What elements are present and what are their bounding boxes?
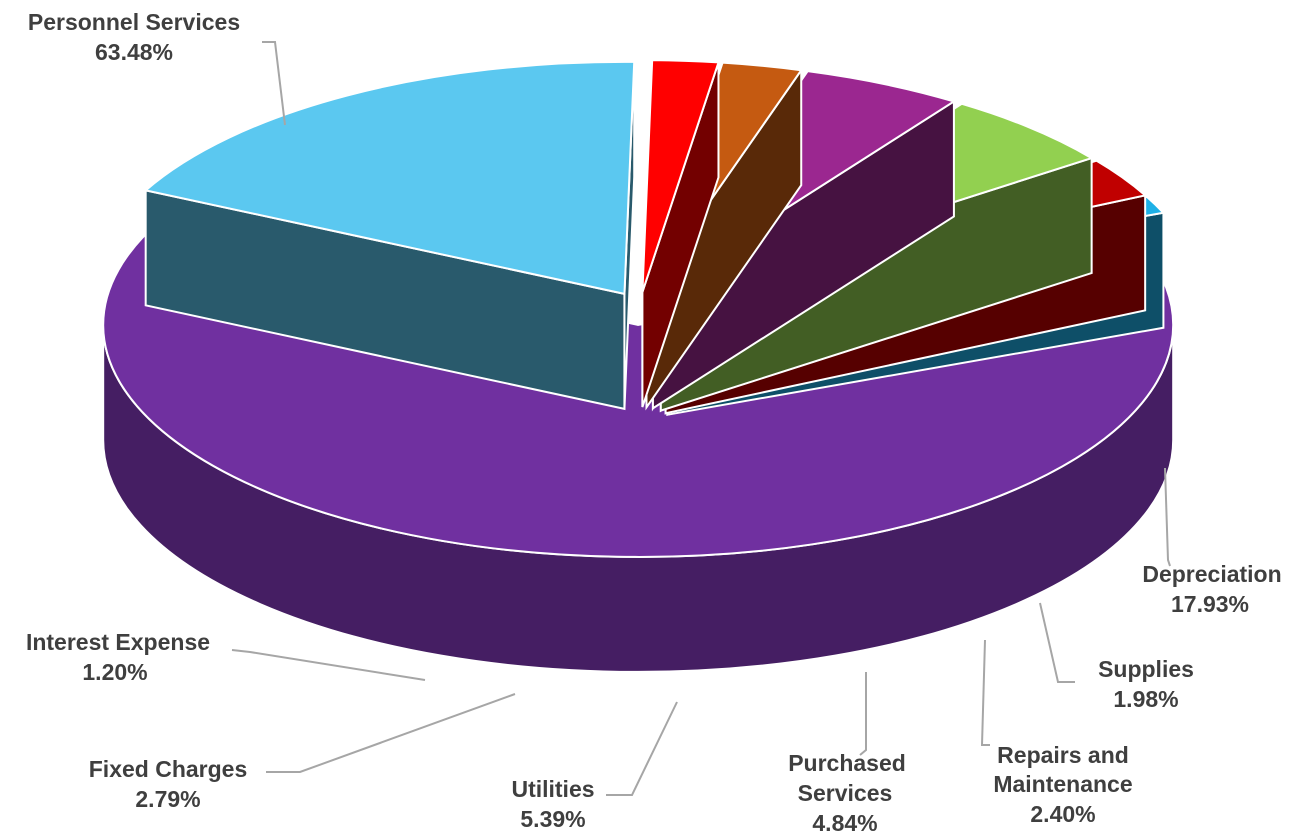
slice-depreciation (143, 60, 636, 411)
leader-line-utilities (606, 701, 678, 796)
slice-name-depreciation: Depreciation (1142, 561, 1281, 587)
label-supplies: Supplies 1.98% (1098, 656, 1194, 712)
slice-value-interest-expense: 1.20% (82, 659, 147, 685)
slice-name-supplies: Supplies (1098, 656, 1194, 682)
slice-top-supplies (641, 59, 720, 293)
leader-line-purchased-services (859, 672, 867, 756)
slice-name-utilities: Utilities (511, 776, 594, 802)
slice-value-repairs-and-maintenance: 2.40% (1030, 801, 1095, 827)
label-fixed-charges: Fixed Charges 2.79% (89, 756, 248, 812)
slice-name-purchased-services-line2: Services (798, 780, 893, 806)
leader-line-personnel-services (262, 41, 286, 126)
leader-line-supplies (1039, 602, 1075, 683)
slice-value-fixed-charges: 2.79% (135, 786, 200, 812)
label-personnel-services: Personnel Services 63.48% (28, 9, 240, 65)
leader-line-fixed-charges (266, 693, 516, 773)
slice-name-fixed-charges: Fixed Charges (89, 756, 248, 782)
slice-supplies (641, 59, 720, 408)
slice-name-purchased-services: Purchased (788, 750, 906, 776)
label-interest-expense: Interest Expense 1.20% (26, 629, 210, 685)
slice-name-repairs-and-maintenance-line2: Maintenance (993, 771, 1132, 797)
slice-value-personnel-services: 63.48% (95, 39, 173, 65)
slice-value-depreciation: 17.93% (1171, 591, 1249, 617)
pie-slices (102, 59, 1175, 673)
label-utilities: Utilities 5.39% (511, 776, 594, 832)
slice-value-purchased-services: 4.84% (812, 810, 877, 836)
label-depreciation: Depreciation 17.93% (1142, 561, 1281, 617)
leader-line-depreciation (1164, 467, 1171, 567)
leader-line-interest-expense (231, 649, 426, 681)
slice-name-repairs-and-maintenance: Repairs and (997, 742, 1129, 768)
leader-lines (231, 41, 1171, 796)
slice-value-supplies: 1.98% (1113, 686, 1178, 712)
label-repairs-and-maintenance: Repairs and Maintenance 2.40% (993, 742, 1132, 827)
slice-name-personnel-services: Personnel Services (28, 9, 240, 35)
slice-value-utilities: 5.39% (520, 806, 585, 832)
label-purchased-services: Purchased Services 4.84% (788, 750, 906, 836)
leader-line-repairs-and-maintenance (980, 639, 990, 746)
slice-top-depreciation (143, 60, 636, 296)
slice-name-interest-expense: Interest Expense (26, 629, 210, 655)
